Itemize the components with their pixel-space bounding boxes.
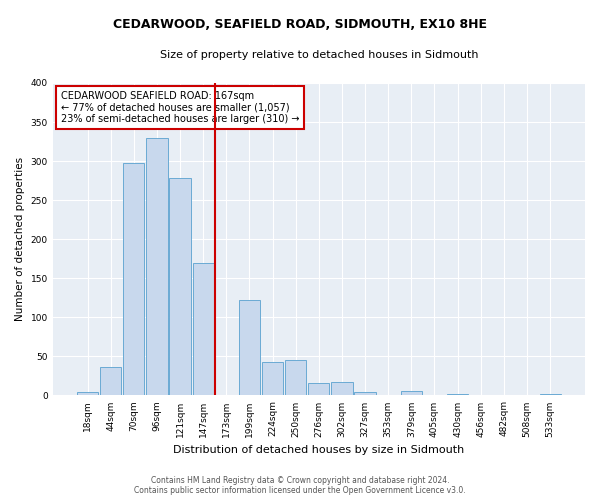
Bar [285, 360, 307, 396]
Bar [331, 382, 353, 396]
Bar [262, 362, 283, 396]
Bar [77, 392, 98, 396]
Bar [100, 366, 121, 396]
Text: CEDARWOOD, SEAFIELD ROAD, SIDMOUTH, EX10 8HE: CEDARWOOD, SEAFIELD ROAD, SIDMOUTH, EX10… [113, 18, 487, 30]
Bar [123, 164, 145, 396]
X-axis label: Distribution of detached houses by size in Sidmouth: Distribution of detached houses by size … [173, 445, 464, 455]
Text: Contains HM Land Registry data © Crown copyright and database right 2024.
Contai: Contains HM Land Registry data © Crown c… [134, 476, 466, 495]
Bar [193, 262, 214, 396]
Title: Size of property relative to detached houses in Sidmouth: Size of property relative to detached ho… [160, 50, 478, 60]
Bar [355, 392, 376, 396]
Bar [146, 138, 167, 396]
Text: CEDARWOOD SEAFIELD ROAD: 167sqm
← 77% of detached houses are smaller (1,057)
23%: CEDARWOOD SEAFIELD ROAD: 167sqm ← 77% of… [61, 91, 299, 124]
Bar [308, 383, 329, 396]
Y-axis label: Number of detached properties: Number of detached properties [15, 157, 25, 322]
Bar [401, 390, 422, 396]
Bar [239, 300, 260, 396]
Bar [169, 178, 191, 396]
Bar [447, 394, 468, 396]
Bar [539, 394, 561, 396]
Bar [470, 394, 491, 396]
